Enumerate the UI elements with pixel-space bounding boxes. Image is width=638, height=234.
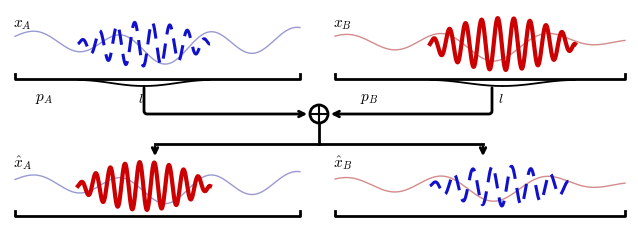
Text: $\hat{x}_A$: $\hat{x}_A$	[13, 154, 32, 172]
Text: $p_B$: $p_B$	[360, 92, 378, 106]
Text: $x_A$: $x_A$	[13, 18, 31, 32]
Text: $p_A$: $p_A$	[35, 92, 53, 106]
Text: $x_B$: $x_B$	[333, 18, 352, 32]
Text: $\hat{x}_B$: $\hat{x}_B$	[333, 154, 353, 172]
Text: $l$: $l$	[498, 92, 503, 106]
Text: $l$: $l$	[138, 92, 144, 106]
